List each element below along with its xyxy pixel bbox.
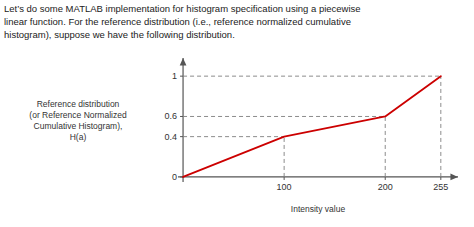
x-axis-label: Intensity value: [291, 204, 346, 214]
title: Let’s do some MATLAB implementation for …: [4, 3, 361, 40]
y-tick-label: 0.6: [165, 111, 178, 121]
guide-horizontal: [183, 76, 441, 77]
x-tick: [440, 177, 441, 180]
y-axis-label-line: (or Reference Normalized: [29, 110, 127, 120]
x-tick-label: 100: [277, 182, 292, 192]
guide-vertical: [385, 116, 386, 176]
title-line: Let’s do some MATLAB implementation for …: [4, 3, 361, 14]
plot-area: [183, 76, 441, 177]
y-tick-label: 1: [172, 71, 177, 81]
x-tick: [284, 177, 285, 180]
y-axis-label-line: Reference distribution: [37, 99, 120, 109]
title-line: histogram), suppose we have the followin…: [4, 29, 235, 40]
y-axis-label-line: H(a): [70, 132, 87, 142]
guide-horizontal: [183, 136, 284, 137]
x-axis: [178, 176, 458, 177]
guide-vertical: [284, 137, 285, 177]
y-tick: [180, 136, 183, 137]
chart: Let’s do some MATLAB implementation for …: [0, 0, 474, 227]
guide-horizontal: [183, 116, 385, 117]
y-tick: [180, 116, 183, 117]
curve: [183, 76, 441, 177]
title-line: linear function. For the reference distr…: [4, 16, 351, 27]
x-tick-label: 255: [433, 182, 448, 192]
y-axis-label: Reference distribution(or Reference Norm…: [29, 99, 127, 142]
y-tick-label: 0.4: [165, 132, 178, 142]
x-tick-label: 200: [378, 182, 393, 192]
y-tick-label: 0: [172, 172, 177, 182]
y-axis-label-line: Cumulative Histogram),: [34, 121, 123, 131]
y-tick: [180, 76, 183, 77]
x-tick: [385, 177, 386, 180]
guide-vertical: [440, 76, 441, 177]
